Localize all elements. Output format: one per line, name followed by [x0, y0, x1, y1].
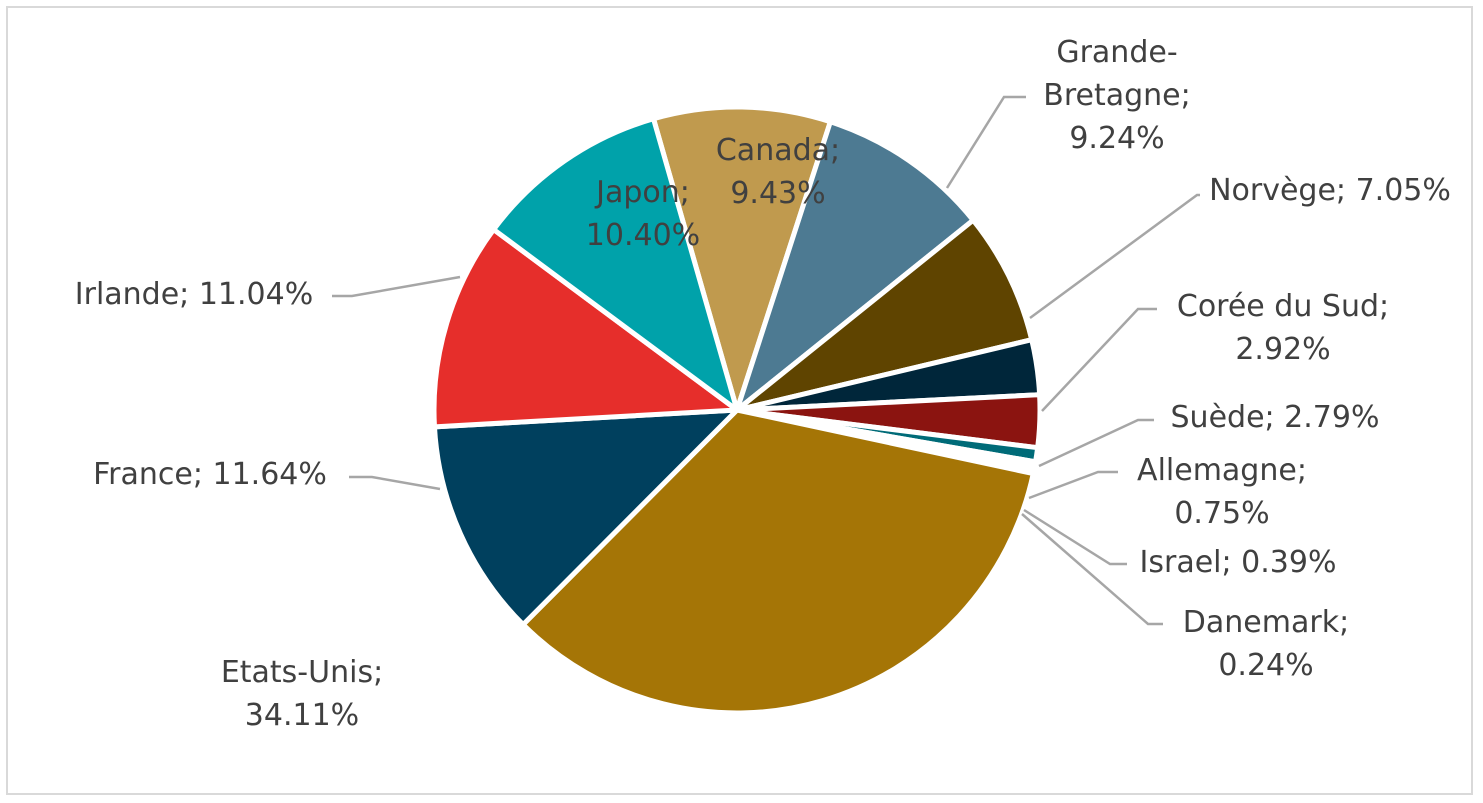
pie-slice-canada [650, 104, 833, 413]
leader-line-danemark [1021, 513, 1163, 626]
data-label-su-de: Suède; 2.79% [1171, 400, 1380, 435]
pie-slice-japon [491, 116, 740, 413]
leader-line-grande-bretagne [945, 95, 1026, 189]
data-label-japon: Japon; 10.40% [586, 175, 700, 253]
pie-slice-france [431, 407, 740, 628]
leader-line-irlande [332, 275, 461, 298]
data-label-allemagne: Allemagne; 0.75% [1137, 453, 1307, 531]
data-label-canada: Canada; 9.43% [716, 133, 840, 211]
pie-slice-grande-bretagne [734, 119, 976, 413]
data-label-irlande: Irlande; 11.04% [75, 277, 313, 312]
data-label-israel: Israel; 0.39% [1140, 545, 1337, 580]
pie-slice-etats-unis [520, 407, 1036, 716]
slice-labels: Canada; 9.43% Grande-Bretagne; 9.24% Norvège… [75, 35, 1451, 733]
leader-line-france [349, 475, 441, 491]
pie-slice-irlande [431, 227, 740, 430]
pie-slices [431, 104, 1043, 716]
leader-line-su-de [1038, 418, 1154, 468]
data-label-danemark: Danemark; 0.24% [1183, 605, 1349, 683]
data-label-cor-e-du-sud: Corée du Sud; 2.92% [1177, 289, 1389, 367]
data-label-france: France; 11.64% [93, 457, 327, 492]
data-label-norv-ge: Norvège; 7.05% [1209, 173, 1451, 208]
leader-line-allemagne [1028, 470, 1118, 500]
data-label-etats-unis: Etats-Unis; 34.11% [221, 655, 383, 733]
pie-slice-norv-ge [734, 217, 1035, 413]
leader-line-cor-e-du-sud [1041, 307, 1157, 412]
leader-line-israel [1023, 508, 1127, 566]
data-label-grande-bretagne: Grande-Bretagne; 9.24% [1043, 35, 1190, 156]
leader-lines [332, 95, 1200, 626]
leader-line-norv-ge [1029, 193, 1200, 320]
